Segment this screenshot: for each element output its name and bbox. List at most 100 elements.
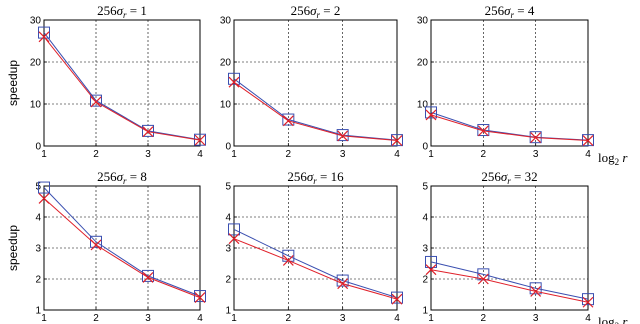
- y-tick-label: 4: [35, 213, 41, 224]
- square-marker: [477, 124, 490, 137]
- x-marker: [337, 130, 349, 142]
- x-tick-label: 4: [197, 313, 203, 324]
- square-marker: [582, 293, 594, 306]
- x-tick-label: 1: [428, 149, 434, 160]
- panel-title: 256σr = 8: [97, 169, 147, 186]
- panel-2: 1 2 3 4 0 10 20 30 256σr = 2: [220, 3, 403, 160]
- y-tick-label: 20: [30, 58, 42, 69]
- x-marker: [142, 126, 154, 138]
- y-tick-label: 30: [220, 16, 232, 27]
- series-line-1: [430, 261, 589, 300]
- y-tick-label: 1: [225, 306, 231, 317]
- panel-title: 256σr = 1: [97, 3, 147, 20]
- y-tick-label: 30: [417, 16, 429, 27]
- x-tick-label: 2: [93, 313, 99, 324]
- square-marker: [38, 26, 50, 39]
- axes-frame: [430, 19, 589, 147]
- x-tick-label: 2: [93, 149, 99, 160]
- x-marker: [391, 293, 403, 305]
- x-tick-label: 3: [533, 313, 539, 324]
- series-line-1: [430, 111, 589, 141]
- y-tick-label: 1: [35, 306, 41, 317]
- x-marker: [228, 76, 240, 88]
- x-marker: [282, 115, 294, 127]
- x-tick-label: 2: [286, 149, 292, 160]
- square-marker: [142, 269, 154, 282]
- series-line-2: [233, 81, 398, 141]
- square-marker: [194, 290, 206, 303]
- series-line-1: [43, 32, 201, 141]
- x-tick-label: 3: [340, 149, 346, 160]
- x-marker: [90, 96, 102, 108]
- y-tick-label: 3: [422, 244, 428, 255]
- square-marker: [425, 106, 437, 119]
- x-marker: [477, 273, 489, 285]
- y-tick-label: 1: [422, 306, 428, 317]
- y-tick-label: 5: [422, 182, 428, 193]
- x-tick-label: 4: [394, 149, 400, 160]
- x-tick-label: 1: [41, 313, 47, 324]
- square-marker: [142, 124, 154, 137]
- x-marker: [38, 192, 50, 204]
- x-axis-label: log2 r: [598, 150, 628, 167]
- y-tick-label: 0: [422, 142, 428, 153]
- x-tick-label: 3: [145, 313, 151, 324]
- x-tick-label: 1: [41, 149, 47, 160]
- x-marker: [477, 125, 489, 137]
- panel-3: 1 2 3 4 0 10 20 30 256σr = 4 log2 r: [417, 3, 629, 167]
- y-tick-label: 0: [35, 142, 41, 153]
- y-tick-label: 10: [417, 100, 429, 111]
- y-tick-label: 20: [417, 58, 429, 69]
- square-marker: [90, 94, 102, 107]
- series-line-1: [233, 78, 398, 141]
- square-marker: [477, 268, 490, 281]
- square-marker: [425, 255, 437, 268]
- y-tick-label: 2: [422, 275, 428, 286]
- panel-1: 1 2 3 4 0 10 20 30 256σr = 1 speedup: [6, 3, 206, 160]
- square-marker: [38, 181, 50, 194]
- x-tick-label: 2: [481, 313, 487, 324]
- y-tick-label: 10: [220, 100, 232, 111]
- x-marker: [194, 134, 206, 146]
- x-marker: [142, 272, 154, 283]
- x-tick-label: 4: [197, 149, 203, 160]
- x-marker: [228, 233, 240, 245]
- panel-5: 1 2 3 4 1 2 3 4 5 256σr = 16: [225, 169, 403, 324]
- y-tick-label: 4: [422, 213, 428, 224]
- y-axis-label: speedup: [6, 225, 20, 271]
- x-marker: [337, 278, 349, 290]
- x-marker: [530, 285, 542, 297]
- x-marker: [530, 132, 542, 144]
- y-tick-label: 5: [225, 182, 231, 193]
- panel-title: 256σr = 32: [481, 169, 537, 186]
- series-line-1: [233, 228, 398, 299]
- x-marker: [391, 135, 403, 146]
- series-line-2: [430, 269, 589, 303]
- axes-frame: [43, 19, 201, 147]
- panel-title: 256σr = 2: [291, 3, 341, 20]
- y-tick-label: 0: [225, 142, 231, 153]
- square-marker: [228, 223, 240, 236]
- series-line-1: [43, 187, 201, 297]
- square-marker: [282, 249, 295, 262]
- series-line-2: [43, 198, 201, 299]
- x-tick-label: 4: [585, 149, 591, 160]
- x-marker: [90, 239, 102, 251]
- y-tick-label: 2: [35, 275, 41, 286]
- x-marker: [582, 135, 594, 146]
- x-marker: [582, 296, 594, 308]
- square-marker: [336, 274, 349, 287]
- x-tick-label: 3: [533, 149, 539, 160]
- x-tick-label: 1: [231, 149, 237, 160]
- y-tick-label: 2: [225, 275, 231, 286]
- y-axis-label: speedup: [6, 60, 20, 106]
- x-marker: [194, 292, 206, 304]
- series-line-2: [43, 36, 201, 141]
- square-marker: [529, 282, 542, 295]
- x-marker: [425, 264, 437, 276]
- y-tick-label: 3: [225, 244, 231, 255]
- y-tick-label: 10: [30, 100, 42, 111]
- y-tick-label: 3: [35, 244, 41, 255]
